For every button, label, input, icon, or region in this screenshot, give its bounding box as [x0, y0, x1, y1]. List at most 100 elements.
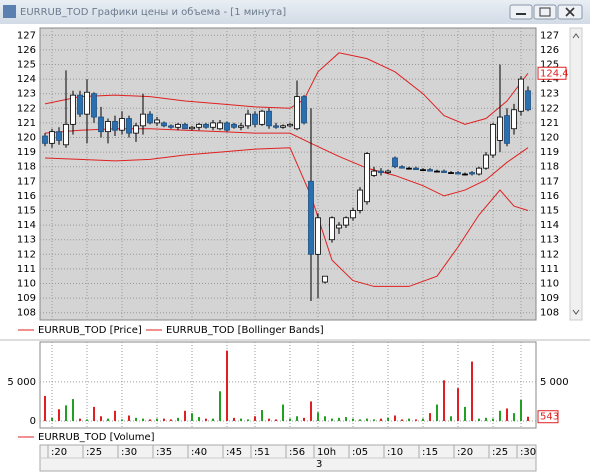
volume-bar [205, 418, 207, 421]
y-tick-label-right: 114 [540, 220, 559, 231]
candle-body [392, 157, 398, 168]
candle-body [427, 169, 433, 172]
y-tick-label-right: 126 [540, 45, 559, 56]
volume-bar [121, 419, 123, 421]
y-tick-label: 116 [17, 191, 36, 202]
candle-body [280, 125, 286, 128]
volume-bar [184, 410, 186, 421]
volume-bar [163, 418, 165, 421]
volume-bar [408, 418, 410, 421]
x-tick-label: :25 [86, 447, 102, 458]
candle-body [420, 169, 426, 172]
y-tick-label-right: 110 [540, 279, 559, 290]
volume-bar [303, 417, 305, 421]
volume-bar [373, 419, 375, 421]
y-tick-label-right: 119 [540, 147, 559, 158]
volume-bar [457, 388, 459, 421]
maximize-button[interactable] [533, 4, 557, 20]
x-tick-label: :30 [520, 447, 536, 458]
volume-bar [401, 419, 403, 421]
candle-body [308, 180, 314, 255]
volume-bar [380, 418, 382, 421]
candle-body [77, 94, 83, 115]
volume-bar [135, 417, 137, 421]
x-tick-label: :30 [121, 447, 137, 458]
volume-bar [499, 410, 501, 421]
y-tick-label: 123 [17, 89, 36, 100]
y-tick-label: 125 [17, 60, 36, 71]
volume-bar [422, 418, 424, 421]
candle-body [455, 172, 461, 175]
bollinger-band [44, 147, 529, 287]
volume-bar [128, 415, 130, 421]
volume-bar [282, 404, 284, 421]
y-tick-label-right: 117 [540, 176, 559, 187]
candle-body [105, 121, 111, 133]
candle-body [350, 210, 356, 219]
candle-body [364, 153, 370, 203]
y-tick-label: 127 [17, 30, 36, 41]
y-tick-label-right: 111 [540, 264, 559, 275]
scroll-down[interactable] [572, 309, 580, 315]
price-panel [39, 27, 537, 321]
volume-bar [310, 401, 312, 421]
candle-body [196, 123, 202, 128]
candle-body [518, 78, 524, 112]
window-icon [3, 5, 16, 18]
y-tick-label-right: 112 [540, 249, 559, 260]
candle-body [301, 96, 307, 124]
volume-bar [247, 419, 249, 421]
y-tick-label: 124 [17, 74, 36, 85]
volume-bar [219, 391, 221, 421]
volume-bar [429, 413, 431, 421]
y-tick-label: 114 [17, 220, 36, 231]
candle-body [287, 123, 293, 127]
candle-body [399, 166, 405, 169]
volume-bar [254, 416, 256, 421]
x-tick-label: :10 [387, 447, 403, 458]
bollinger-band [44, 52, 529, 125]
y-tick-label-right: 118 [540, 162, 559, 173]
scrollbar[interactable] [569, 27, 583, 321]
candle-body [378, 170, 384, 173]
candle-body [168, 125, 174, 128]
y-tick-label-right: 120 [540, 133, 559, 144]
volume-bar [506, 408, 508, 421]
candle-body [497, 116, 503, 141]
candle-body [462, 173, 468, 176]
volume-bar [478, 418, 480, 421]
x-tick-label: :56 [289, 447, 305, 458]
candle-body [469, 172, 475, 175]
candle-body [336, 224, 342, 229]
last-value-box [537, 66, 567, 80]
x-tick-label: :35 [156, 447, 172, 458]
volume-bar [58, 409, 60, 421]
candle-body [476, 167, 482, 175]
volume-bar [331, 418, 333, 421]
bollinger-band [44, 128, 529, 197]
volume-bar [44, 395, 46, 421]
volume-bar [464, 406, 466, 421]
y-tick-label: 120 [17, 133, 36, 144]
candle-body [175, 123, 181, 128]
volume-bar [352, 418, 354, 421]
volume-bar [366, 418, 368, 421]
volume-bar [450, 416, 452, 421]
y-tick-label: 108 [17, 308, 36, 319]
y-tick-label: 119 [17, 147, 36, 158]
legend-label: EURRUB_TOD [Price] [38, 325, 142, 336]
candle-body [322, 275, 328, 283]
candle-body [448, 172, 454, 174]
y-tick-label: 126 [17, 45, 36, 56]
candle-body [147, 113, 153, 124]
minimize-button[interactable] [509, 4, 533, 20]
x-tick-label: :20 [51, 447, 67, 458]
volume-bar [233, 417, 235, 421]
candle-body [343, 217, 349, 226]
scroll-up[interactable] [572, 33, 580, 39]
candle-body [441, 170, 447, 173]
candle-body [189, 126, 195, 130]
volume-bar [289, 418, 291, 421]
last-value-box [537, 410, 559, 424]
